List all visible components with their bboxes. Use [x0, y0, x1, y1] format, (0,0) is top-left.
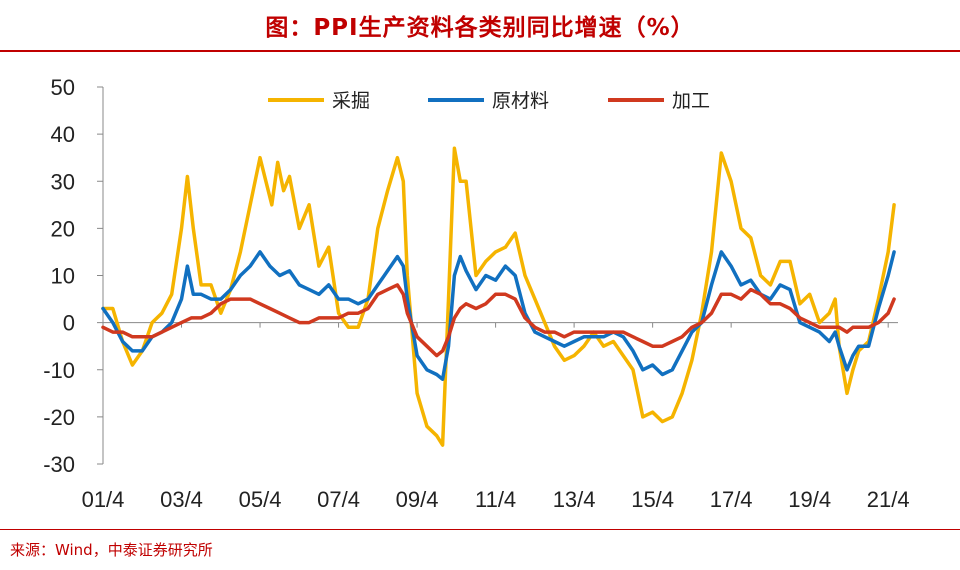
- x-tick-label: 09/4: [396, 487, 439, 512]
- x-tick-label: 01/4: [82, 487, 125, 512]
- x-tick-label: 05/4: [239, 487, 282, 512]
- source-divider: [0, 529, 960, 530]
- x-tick-label: 21/4: [867, 487, 910, 512]
- x-tick-label: 07/4: [317, 487, 360, 512]
- y-tick-label: -30: [43, 452, 75, 477]
- y-tick-label: 40: [51, 122, 75, 147]
- legend-label: 加工: [672, 90, 710, 112]
- x-tick-label: 03/4: [160, 487, 203, 512]
- chart-legend: 采掘 原材料 加工: [268, 90, 710, 112]
- y-tick-label: 20: [51, 216, 75, 241]
- chart-series: [101, 146, 896, 447]
- y-tick-label: -10: [43, 358, 75, 383]
- x-tick-label: 11/4: [475, 487, 516, 512]
- x-tick-label: 13/4: [553, 487, 596, 512]
- series-line-1: [101, 146, 896, 447]
- y-tick-label: 0: [63, 311, 75, 336]
- legend-label: 采掘: [332, 90, 370, 112]
- title-divider: [0, 50, 960, 52]
- page-title: 图：PPI生产资料各类别同比增速（%）: [265, 15, 695, 41]
- x-tick-label: 19/4: [788, 487, 831, 512]
- chart-axes: -30 -20 -10 0 10 20 30 40 50 01/4 03/4 05/4 07/4 09/4…: [43, 75, 909, 512]
- x-tick-label: 15/4: [631, 487, 674, 512]
- y-tick-label: 50: [51, 75, 75, 100]
- x-tick-label: 17/4: [710, 487, 753, 512]
- y-tick-label: -20: [43, 405, 75, 430]
- y-tick-label: 10: [51, 264, 75, 289]
- line-chart: -30 -20 -10 0 10 20 30 40 50 01/4 03/4 05/4 07/4 09/4…: [43, 75, 909, 512]
- source-note: 来源：Wind，中泰证券研究所: [10, 541, 213, 559]
- series-line-3: [101, 283, 896, 358]
- y-tick-label: 30: [51, 169, 75, 194]
- legend-label: 原材料: [492, 90, 549, 112]
- series-line-2: [101, 250, 896, 381]
